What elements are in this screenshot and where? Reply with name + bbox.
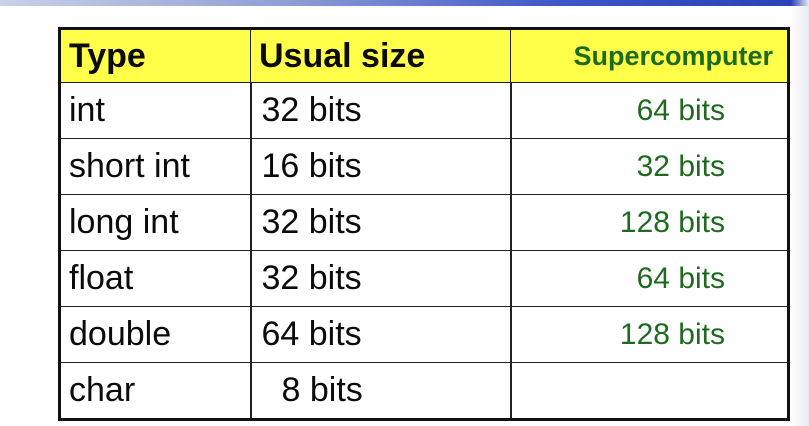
- supercomputer-size-cell: 64 bits: [510, 250, 789, 307]
- type-cell: double: [59, 306, 252, 363]
- table-row: char 8 bits: [59, 362, 789, 420]
- type-cell: int: [59, 82, 252, 139]
- supercomputer-size-cell: 128 bits: [510, 194, 789, 251]
- supercomputer-size-cell: 64 bits: [510, 82, 789, 139]
- table-row: int 32 bits 64 bits: [59, 82, 789, 139]
- table-row: long int 32 bits 128 bits: [59, 194, 789, 251]
- slide-edge-shade: [791, 0, 809, 426]
- type-size-table: Type Usual size Supercomputer int 32 bit…: [58, 27, 790, 421]
- usual-size-cell: 32 bits: [250, 194, 512, 251]
- header-usual-size: Usual size: [250, 28, 511, 83]
- usual-size-cell: 8 bits: [250, 362, 512, 420]
- header-type: Type: [59, 28, 251, 83]
- type-cell: float: [59, 250, 252, 307]
- table-row: double 64 bits 128 bits: [59, 306, 789, 363]
- type-cell: char: [59, 362, 252, 420]
- supercomputer-size-cell: [510, 362, 789, 420]
- type-cell: long int: [59, 194, 252, 251]
- usual-size-cell: 16 bits: [250, 138, 512, 195]
- table-header-row: Type Usual size Supercomputer: [59, 28, 789, 83]
- usual-size-cell: 32 bits: [250, 82, 512, 139]
- type-cell: short int: [59, 138, 252, 195]
- table-row: float 32 bits 64 bits: [59, 250, 789, 307]
- header-supercomputer: Supercomputer: [510, 28, 789, 83]
- supercomputer-size-cell: 128 bits: [510, 306, 789, 363]
- usual-size-cell: 64 bits: [250, 306, 512, 363]
- usual-size-cell: 32 bits: [250, 250, 512, 307]
- table-row: short int 16 bits 32 bits: [59, 138, 789, 195]
- slide-top-band: [0, 0, 809, 6]
- supercomputer-size-cell: 32 bits: [510, 138, 789, 195]
